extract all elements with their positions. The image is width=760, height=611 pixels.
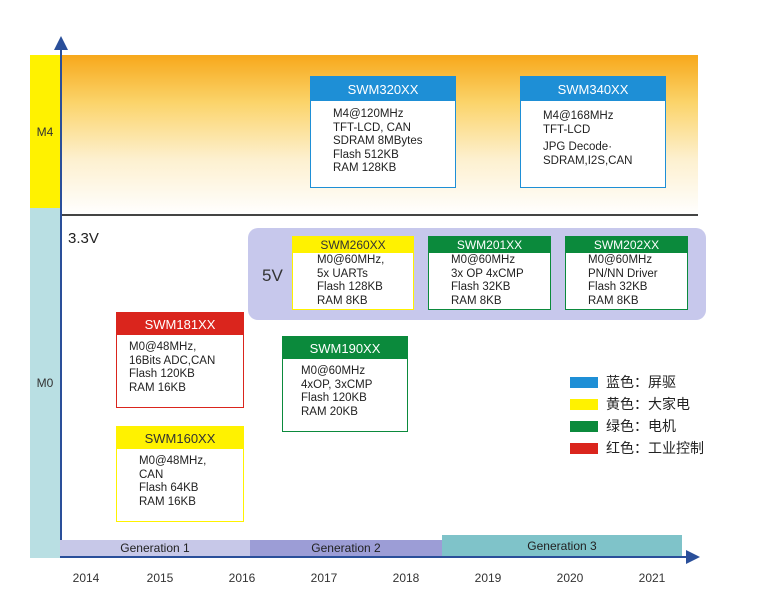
legend-item-yellow: 黄色：大家电 [570,394,690,414]
chip-spec: Flash 512KB [333,148,399,161]
core-label-m4: M4 [30,55,60,208]
legend-label: 黄色：大家电 [606,396,690,412]
chip-spec: SDRAM 8MBytes [333,135,423,147]
chip-name: SWM160XX [117,427,243,449]
legend-item-blue: 蓝色：屏驱 [570,372,676,392]
generation-band-1: Generation 1 [60,540,250,556]
x-axis-arrow-icon [686,550,700,564]
core-label-m0: M0 [30,208,60,558]
x-axis [60,556,688,558]
chip-spec: M0@60MHz [451,254,516,266]
chip-card-swm320: SWM320XX M4@120MHz TFT-LCD, CAN SDRAM 8M… [310,76,456,188]
legend-swatch [570,442,598,454]
chip-spec: RAM 20KB [301,405,358,418]
chip-spec: JPG Decode· [543,141,613,153]
chip-name: SWM202XX [566,237,687,253]
chip-card-swm160: SWM160XX M0@48MHz, CAN Flash 64KB RAM 16… [116,426,244,522]
chip-spec: RAM 8KB [317,294,368,307]
voltage-label-3v3: 3.3V [68,230,99,247]
chip-spec: 4xOP, 3xCMP [301,378,373,391]
chip-spec: 5x UARTs [317,267,368,280]
chip-spec: M0@60MHz [301,365,366,377]
y-axis [60,48,62,558]
chip-card-swm181: SWM181XX M0@48MHz, 16Bits ADC,CAN Flash … [116,312,244,408]
chip-card-swm202: SWM202XX M0@60MHz PN/NN Driver Flash 32K… [565,236,688,310]
chip-spec: 3x OP 4xCMP [451,267,524,280]
chip-spec: PN/NN Driver [588,267,658,280]
chip-spec: Flash 128KB [317,281,383,293]
chip-spec: M4@120MHz [333,108,404,120]
chip-spec: TFT-LCD, CAN [333,121,411,134]
legend-label: 绿色：电机 [606,418,676,434]
chip-spec: SDRAM,I2S,CAN [543,154,633,167]
generation-band-2: Generation 2 [250,540,442,556]
y-axis-arrow-icon [54,36,68,50]
year-label: 2021 [638,571,666,585]
year-label: 2016 [228,571,256,585]
chip-card-swm260: SWM260XX M0@60MHz, 5x UARTs Flash 128KB … [292,236,414,310]
chip-spec: M4@168MHz [543,110,614,122]
voltage-label-5v: 5V [262,266,283,285]
legend-label: 红色：工业控制 [606,440,704,456]
year-label: 2015 [146,571,174,585]
year-label: 2017 [310,571,338,585]
chip-spec: Flash 64KB [139,482,199,494]
chip-spec: M0@60MHz, [317,254,385,266]
chip-spec: RAM 16KB [139,495,196,508]
chip-spec: 16Bits ADC,CAN [129,354,216,367]
chip-name: SWM260XX [293,237,413,253]
chip-spec: RAM 16KB [129,381,186,394]
chip-spec: RAM 8KB [588,294,639,307]
chip-spec: TFT-LCD [543,123,591,136]
chip-spec: Flash 120KB [129,368,195,380]
chip-spec: M0@48MHz, [129,341,197,353]
legend-item-green: 绿色：电机 [570,416,676,436]
legend-label: 蓝色：屏驱 [606,374,676,390]
legend-swatch [570,376,598,388]
legend-item-red: 红色：工业控制 [570,438,704,458]
generation-band-3: Generation 3 [442,535,682,556]
chip-name: SWM190XX [283,337,407,359]
chip-name: SWM201XX [429,237,550,253]
chip-spec: RAM 128KB [333,162,397,174]
chip-card-swm340: SWM340XX M4@168MHz TFT-LCD JPG Decode· S… [520,76,666,188]
year-label: 2014 [72,571,100,585]
year-label: 2020 [556,571,584,585]
chip-spec: Flash 32KB [451,281,511,293]
year-label: 2019 [474,571,502,585]
m4-m0-divider [60,214,698,216]
chip-spec: CAN [139,468,164,481]
chip-card-swm201: SWM201XX M0@60MHz 3x OP 4xCMP Flash 32KB… [428,236,551,310]
chip-card-swm190: SWM190XX M0@60MHz 4xOP, 3xCMP Flash 120K… [282,336,408,432]
chip-spec: Flash 32KB [588,281,648,293]
chip-spec: RAM 8KB [451,294,502,307]
year-label: 2018 [392,571,420,585]
legend-swatch [570,420,598,432]
chip-spec: M0@48MHz, [139,455,207,467]
legend-swatch [570,398,598,410]
chip-name: SWM181XX [117,313,243,335]
chip-name: SWM320XX [311,77,455,101]
chip-name: SWM340XX [521,77,665,101]
chip-spec: Flash 120KB [301,392,367,404]
chip-spec: M0@60MHz [588,254,653,266]
